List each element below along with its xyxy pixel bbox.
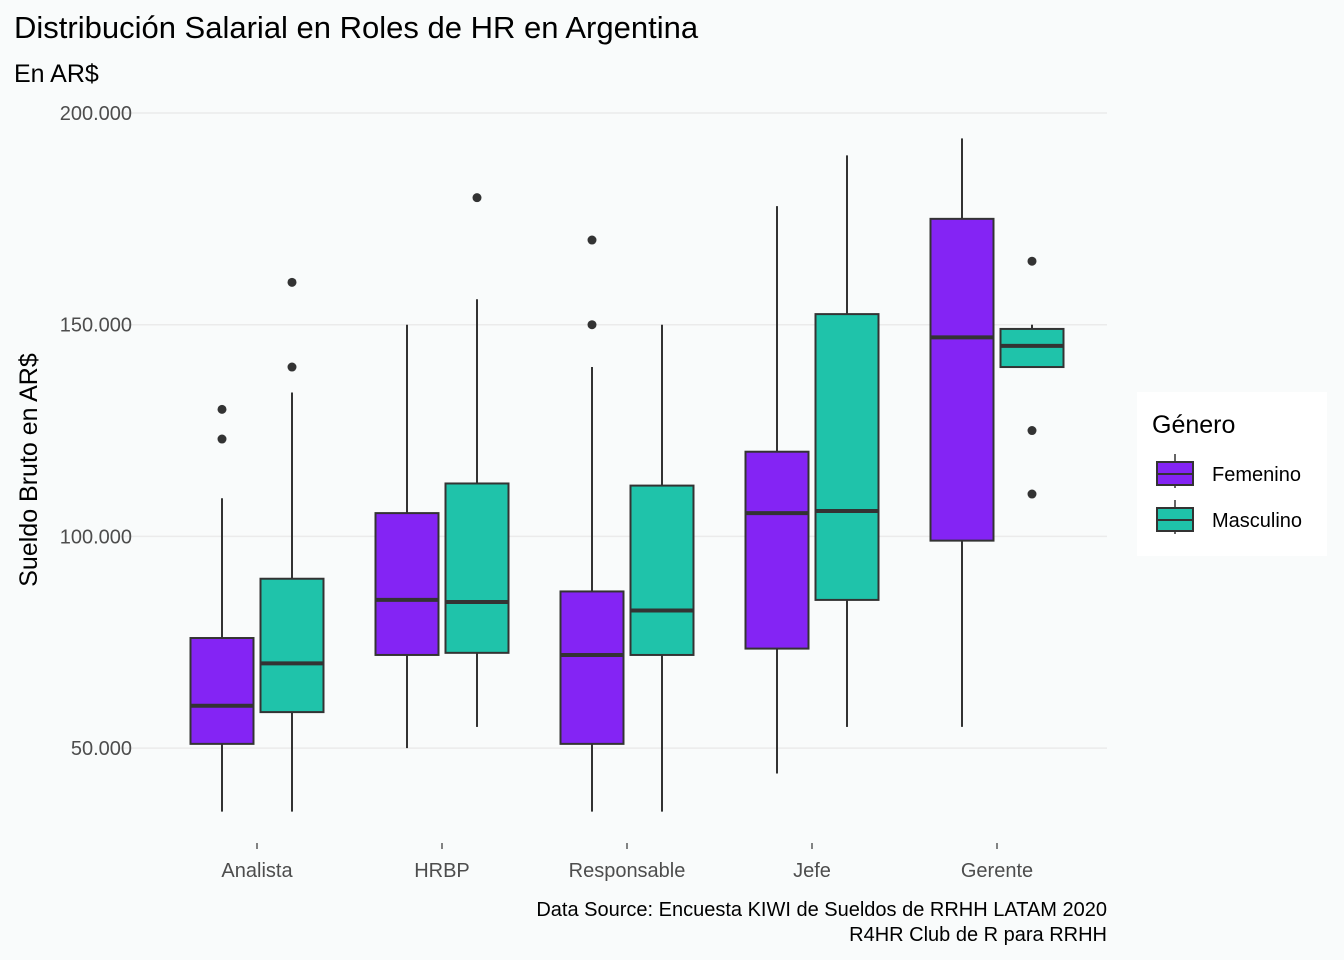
chart-subtitle: En AR$ bbox=[14, 60, 99, 88]
x-tick-label: Jefe bbox=[793, 860, 831, 882]
box-iqr bbox=[629, 484, 695, 656]
caption-line-1: Data Source: Encuesta KIWI de Sueldos de… bbox=[536, 899, 1107, 921]
x-tick-label: Analista bbox=[221, 860, 293, 882]
box-iqr bbox=[259, 577, 325, 714]
outlier-point bbox=[472, 193, 482, 203]
box-masculino-analista bbox=[259, 277, 325, 812]
y-tick-label: 150.000 bbox=[60, 315, 132, 337]
box-iqr bbox=[559, 590, 625, 745]
legend-title: Género bbox=[1152, 411, 1235, 439]
outlier-point bbox=[1027, 489, 1037, 499]
y-axis-ticks: 50.000 100.000 150.000 200.000 bbox=[60, 103, 132, 760]
box-iqr bbox=[444, 482, 510, 654]
outlier-point bbox=[217, 404, 227, 414]
y-tick-label: 200.000 bbox=[60, 103, 132, 125]
x-tick-label: Gerente bbox=[961, 860, 1033, 882]
box-femenino-responsable bbox=[559, 235, 625, 812]
outlier-point bbox=[217, 434, 227, 444]
outlier-point bbox=[587, 320, 597, 330]
x-tick-label: Responsable bbox=[569, 860, 686, 882]
y-tick-label: 50.000 bbox=[71, 738, 132, 760]
y-tick-label: 100.000 bbox=[60, 526, 132, 548]
outlier-point bbox=[1027, 256, 1037, 266]
legend-item-masculino: Masculino bbox=[1156, 500, 1302, 534]
legend-item-femenino: Femenino bbox=[1156, 454, 1301, 488]
x-tick-label: HRBP bbox=[414, 860, 470, 882]
box-femenino-gerente bbox=[929, 138, 995, 727]
legend-label: Femenino bbox=[1212, 464, 1301, 486]
box-iqr bbox=[744, 450, 810, 650]
box-femenino-hrbp bbox=[374, 324, 440, 749]
box-masculino-hrbp bbox=[444, 193, 510, 727]
outlier-point bbox=[1027, 426, 1037, 436]
box-femenino-analista bbox=[189, 404, 255, 812]
box-iqr bbox=[189, 637, 255, 745]
x-axis-ticks: Analista HRBP Responsable Jefe Gerente bbox=[221, 843, 1033, 882]
legend: Género Femenino Masculino bbox=[1137, 392, 1327, 556]
box-iqr bbox=[929, 217, 995, 542]
box-masculino-jefe bbox=[814, 155, 880, 727]
outlier-point bbox=[287, 362, 297, 372]
boxes bbox=[189, 138, 1065, 812]
box-iqr bbox=[814, 313, 880, 601]
legend-label: Masculino bbox=[1212, 510, 1302, 532]
caption-line-2: R4HR Club de R para RRHH bbox=[849, 924, 1107, 946]
box-iqr bbox=[374, 512, 440, 656]
outlier-point bbox=[587, 235, 597, 245]
box-femenino-jefe bbox=[744, 206, 810, 774]
box-iqr bbox=[999, 327, 1065, 369]
y-axis-label: Sueldo Bruto en AR$ bbox=[15, 353, 43, 587]
chart-title: Distribución Salarial en Roles de HR en … bbox=[14, 10, 699, 45]
outlier-point bbox=[287, 277, 297, 287]
box-masculino-gerente bbox=[999, 256, 1065, 499]
box-masculino-responsable bbox=[629, 324, 695, 812]
